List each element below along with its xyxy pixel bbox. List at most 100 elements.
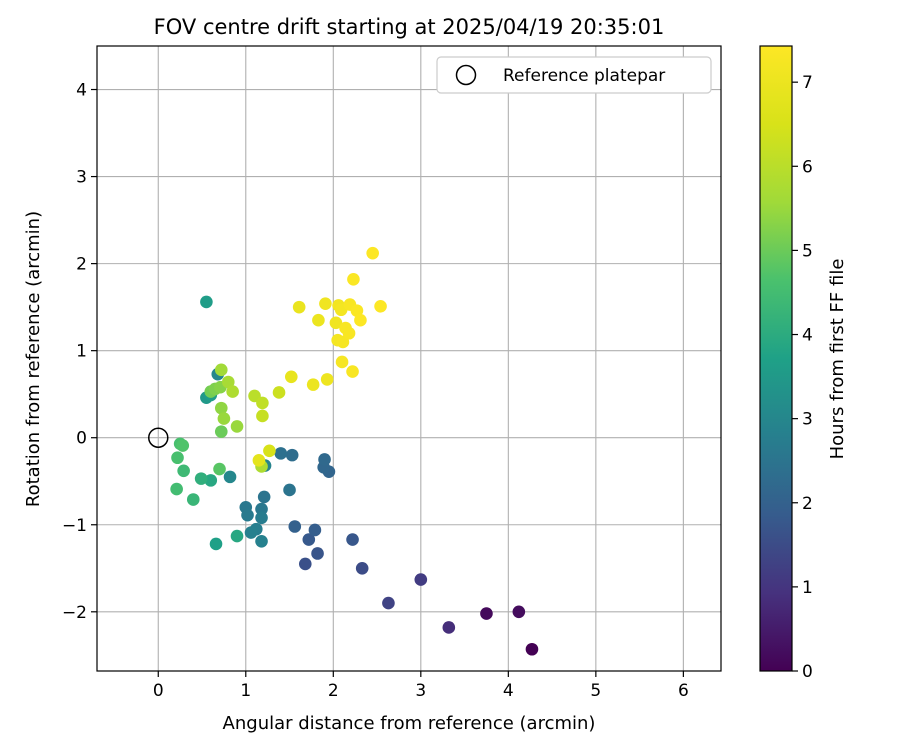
data-point xyxy=(318,453,331,466)
data-point xyxy=(302,533,316,546)
data-point xyxy=(263,444,276,458)
data-point xyxy=(285,448,299,462)
data-point xyxy=(244,526,258,539)
colorbar-tick-label: 7 xyxy=(802,73,813,93)
y-axis-label: Rotation from reference (arcmin) xyxy=(23,211,44,507)
data-point xyxy=(335,355,349,369)
data-point xyxy=(298,557,312,571)
data-point xyxy=(308,523,322,537)
data-point xyxy=(226,385,239,398)
data-point xyxy=(414,573,428,586)
y-tick-label: 0 xyxy=(76,429,87,449)
data-point xyxy=(256,409,269,423)
data-points xyxy=(170,246,539,656)
data-point xyxy=(170,482,183,496)
colorbar-tick-label: 3 xyxy=(802,410,813,430)
colorbar-tick-label: 2 xyxy=(802,494,813,514)
data-point xyxy=(292,300,306,314)
data-point xyxy=(230,420,244,433)
data-point xyxy=(176,439,190,452)
data-point xyxy=(354,313,367,327)
data-point xyxy=(306,378,320,391)
colorbar-tick-label: 4 xyxy=(802,326,813,346)
data-point xyxy=(346,365,359,378)
data-point xyxy=(347,272,360,286)
data-point xyxy=(186,493,200,506)
data-point xyxy=(311,547,324,560)
data-point xyxy=(374,299,387,313)
data-point xyxy=(284,370,298,384)
data-point xyxy=(319,297,332,310)
data-point xyxy=(230,529,244,543)
data-point xyxy=(214,401,228,415)
colorbar-tick-label: 0 xyxy=(802,662,813,682)
y-tick-label: 3 xyxy=(76,168,87,188)
data-point xyxy=(346,533,359,546)
data-point xyxy=(350,304,364,317)
data-point xyxy=(217,412,231,425)
data-point xyxy=(171,451,184,465)
data-point xyxy=(320,373,334,386)
data-point xyxy=(480,607,493,620)
x-axis-label: Angular distance from reference (arcmin) xyxy=(223,713,596,734)
data-point xyxy=(272,386,286,399)
data-point xyxy=(177,464,190,478)
x-tick-label: 0 xyxy=(153,681,164,701)
data-point xyxy=(213,462,226,476)
data-point xyxy=(312,313,325,327)
data-point xyxy=(288,520,302,533)
colorbar-ticks: 0 1 2 3 4 5 6 7 xyxy=(792,73,813,682)
data-point xyxy=(366,246,379,260)
y-axis: −2 −1 0 1 2 3 4 xyxy=(62,81,97,623)
x-tick-label: 6 xyxy=(678,681,689,701)
data-point xyxy=(342,326,356,340)
data-point xyxy=(283,483,296,497)
x-axis: 0 1 2 3 4 5 6 xyxy=(153,671,689,701)
colorbar-gradient xyxy=(759,45,793,672)
plot-frame xyxy=(96,45,722,672)
data-point xyxy=(252,454,266,467)
data-point xyxy=(382,596,395,610)
colorbar-tick-label: 5 xyxy=(802,241,813,261)
data-point xyxy=(223,470,237,484)
colorbar-tick-label: 6 xyxy=(802,157,813,177)
y-tick-label: 4 xyxy=(76,81,87,101)
data-point xyxy=(525,642,539,656)
data-point xyxy=(204,474,218,487)
data-point xyxy=(209,537,223,551)
data-point xyxy=(241,508,254,522)
y-tick-label: −2 xyxy=(62,603,87,623)
reference-marker xyxy=(148,427,169,448)
chart-title: FOV centre drift starting at 2025/04/19 … xyxy=(154,15,665,39)
reference-point xyxy=(148,427,169,448)
data-point xyxy=(329,316,343,330)
x-tick-label: 2 xyxy=(328,681,339,701)
data-point xyxy=(214,363,228,377)
data-point xyxy=(256,396,269,410)
data-point xyxy=(512,605,526,619)
data-point xyxy=(355,561,369,575)
legend-marker-reference xyxy=(455,64,477,86)
data-point xyxy=(255,534,268,548)
data-point xyxy=(214,425,228,438)
x-tick-label: 5 xyxy=(590,681,601,701)
data-point xyxy=(255,502,268,516)
data-point xyxy=(221,375,235,389)
colorbar: 0 1 2 3 4 5 6 7 Hours from first FF file xyxy=(759,45,848,682)
legend-label-reference: Reference platepar xyxy=(503,66,665,86)
y-tick-label: 1 xyxy=(76,342,87,362)
y-tick-label: −1 xyxy=(62,516,87,536)
legend-box xyxy=(436,56,712,94)
x-tick-label: 1 xyxy=(240,681,251,701)
colorbar-tick-label: 1 xyxy=(802,578,813,598)
data-point xyxy=(442,621,456,634)
x-tick-label: 4 xyxy=(503,681,514,701)
colorbar-label: Hours from first FF file xyxy=(827,259,848,460)
x-tick-label: 3 xyxy=(415,681,426,701)
data-point xyxy=(336,335,350,349)
data-point xyxy=(255,511,268,525)
grid-lines xyxy=(97,46,721,671)
y-tick-label: 2 xyxy=(76,255,87,275)
legend: Reference platepar xyxy=(436,56,712,94)
